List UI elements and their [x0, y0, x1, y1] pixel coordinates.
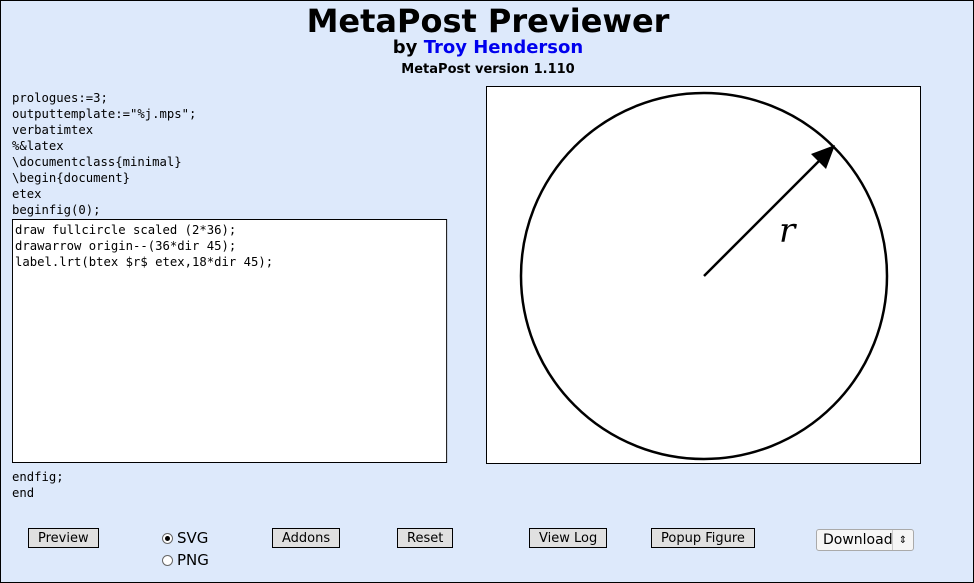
page-title: MetaPost Previewer: [306, 2, 670, 40]
arrow-line: [703, 157, 823, 277]
radio-unchecked-icon: [162, 554, 173, 566]
updown-icon: ⇕: [892, 530, 913, 550]
version-label: MetaPost version 1.110: [401, 62, 575, 77]
radio-checked-icon: [162, 532, 173, 544]
author-link[interactable]: Troy Henderson: [423, 37, 584, 58]
preview-button[interactable]: Preview: [28, 528, 99, 548]
radius-label: r: [779, 211, 797, 251]
circle: [519, 91, 889, 461]
png-radio[interactable]: PNG: [162, 551, 209, 569]
download-label: Download: [823, 532, 893, 548]
download-select[interactable]: Download ⇕: [816, 529, 914, 551]
arrow-head: [811, 145, 835, 169]
reset-button[interactable]: Reset: [397, 528, 454, 548]
by-label: by: [392, 37, 418, 58]
addons-button[interactable]: Addons: [272, 528, 341, 548]
popup-figure-button[interactable]: Popup Figure: [651, 528, 755, 548]
byline: by Troy Henderson: [1, 37, 974, 58]
svg-label: SVG: [177, 529, 209, 547]
figure-svg: r: [519, 91, 889, 461]
figure-preview: r: [486, 86, 921, 464]
code-editor[interactable]: draw fullcircle scaled (2*36); drawarrow…: [12, 219, 448, 463]
view-log-button[interactable]: View Log: [529, 528, 608, 548]
svg-radio[interactable]: SVG: [162, 529, 208, 547]
code-preamble: prologues:=3; outputtemplate:="%j.mps"; …: [12, 90, 197, 217]
code-postamble: endfig; end: [12, 469, 64, 500]
png-label: PNG: [177, 551, 209, 569]
